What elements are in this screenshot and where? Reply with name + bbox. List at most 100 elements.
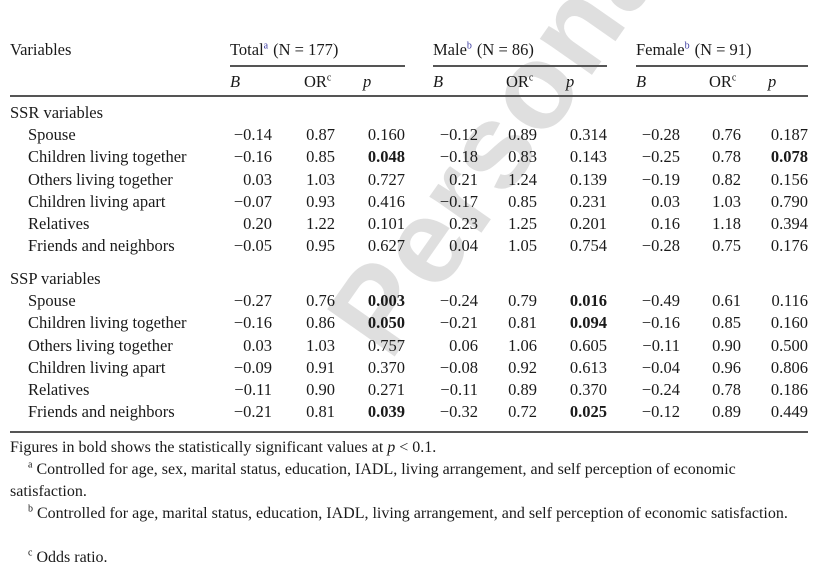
- group-rule: [433, 65, 607, 67]
- column-header-b: B: [636, 72, 647, 91]
- table-cell: 0.370: [367, 357, 405, 377]
- table-cell: 1.03: [306, 335, 335, 355]
- table-cell: 0.89: [712, 402, 741, 422]
- table-cell: 1.24: [508, 169, 537, 189]
- table-cell: 0.416: [367, 191, 405, 211]
- table-cell: 0.757: [367, 335, 405, 355]
- row-label: Friends and neighbors: [28, 402, 175, 422]
- row-label: Spouse: [28, 125, 76, 145]
- header-variables: Variables: [10, 40, 72, 59]
- section-title: SSP variables: [10, 269, 101, 288]
- table-cell: −0.12: [439, 125, 478, 145]
- table-cell: 0.89: [508, 125, 537, 145]
- table-cell: 0.76: [306, 291, 335, 311]
- column-header-p: p: [566, 72, 575, 91]
- footnote-c: c Odds ratio.: [28, 547, 108, 566]
- table-cell: 0.04: [449, 236, 478, 256]
- footnote-b: b Controlled for age, marital status, ed…: [28, 503, 788, 522]
- table-cell: −0.27: [233, 291, 272, 311]
- table-cell: 1.18: [712, 214, 741, 233]
- table-cell: −0.11: [642, 335, 680, 355]
- table-cell: 0.81: [306, 402, 335, 422]
- group-rule: [230, 65, 405, 67]
- column-header-or: ORc: [506, 72, 534, 91]
- table-cell: 0.83: [508, 147, 537, 167]
- table-cell: 0.016: [569, 291, 607, 311]
- table-cell: 0.139: [569, 169, 607, 189]
- table-cell: 0.231: [569, 191, 607, 211]
- table-cell: 0.449: [770, 402, 808, 422]
- table-cell: −0.09: [233, 357, 272, 377]
- table-cell: 0.201: [569, 214, 607, 233]
- table-cell: −0.28: [641, 236, 680, 256]
- table-cell: 0.039: [367, 402, 405, 422]
- table-cell: 0.16: [651, 214, 680, 233]
- group-header: Maleb (N = 86): [433, 40, 534, 59]
- table-cell: 0.21: [449, 169, 478, 189]
- table-cell: 0.271: [367, 380, 405, 399]
- table-cell: −0.11: [440, 380, 478, 399]
- group-header: Femaleb (N = 91): [636, 40, 752, 59]
- table-cell: 0.90: [306, 380, 335, 399]
- table-cell: 0.187: [770, 125, 808, 145]
- table-cell: 1.06: [508, 335, 537, 355]
- column-header-or: ORc: [709, 72, 737, 91]
- table-cell: 0.160: [367, 125, 405, 145]
- table-cell: −0.14: [233, 125, 272, 145]
- table-cell: −0.28: [641, 125, 680, 145]
- table-cell: −0.21: [439, 313, 478, 333]
- table-cell: 0.03: [243, 335, 272, 355]
- row-label: Children living together: [28, 147, 187, 167]
- header-rule: [10, 95, 808, 97]
- table-cell: 0.160: [770, 313, 808, 333]
- row-label: Children living together: [28, 313, 187, 333]
- table-cell: 0.85: [306, 147, 335, 167]
- table-cell: 0.03: [651, 191, 680, 211]
- table-cell: −0.11: [234, 380, 272, 399]
- table-cell: 0.96: [712, 357, 741, 377]
- table-cell: −0.24: [641, 380, 680, 399]
- table-cell: 0.094: [569, 313, 607, 333]
- table-cell: 0.727: [367, 169, 405, 189]
- table-cell: 0.76: [712, 125, 741, 145]
- table-cell: 0.186: [770, 380, 808, 399]
- table-cell: −0.25: [641, 147, 680, 167]
- table-cell: 0.003: [367, 291, 405, 311]
- table-cell: 0.048: [367, 147, 405, 167]
- row-label: Relatives: [28, 380, 90, 399]
- table-cell: 0.20: [243, 214, 272, 233]
- group-header: Totala (N = 177): [230, 40, 339, 59]
- table-cell: 0.89: [508, 380, 537, 399]
- table-cell: 0.06: [449, 335, 478, 355]
- footnote-bold: Figures in bold shows the statistically …: [10, 439, 437, 456]
- row-label: Friends and neighbors: [28, 236, 175, 256]
- table-cell: 0.23: [449, 214, 478, 233]
- table-cell: −0.08: [439, 357, 478, 377]
- table-cell: 0.176: [770, 236, 808, 256]
- table-cell: 0.370: [569, 380, 607, 399]
- row-label: Spouse: [28, 291, 76, 311]
- table-cell: 0.025: [569, 402, 607, 422]
- table-cell: 0.116: [771, 291, 808, 311]
- table-cell: −0.16: [233, 313, 272, 333]
- section-title: SSR variables: [10, 103, 104, 122]
- table-cell: −0.49: [641, 291, 680, 311]
- table-cell: 0.754: [569, 236, 607, 256]
- table-cell: 1.03: [306, 169, 335, 189]
- table-cell: −0.19: [641, 169, 680, 189]
- table-cell: 1.22: [306, 214, 335, 233]
- table-cell: 0.605: [569, 335, 607, 355]
- bottom-rule: [10, 431, 808, 433]
- table-cell: −0.18: [439, 147, 478, 167]
- table-cell: 0.86: [306, 313, 335, 333]
- table-cell: 0.92: [508, 357, 537, 377]
- table-cell: −0.24: [439, 291, 478, 311]
- table-cell: 0.72: [508, 402, 537, 422]
- column-header-p: p: [768, 72, 777, 91]
- table-cell: 0.050: [367, 313, 405, 333]
- row-label: Others living together: [28, 169, 173, 189]
- table-cell: 1.25: [508, 214, 537, 233]
- row-label: Others living together: [28, 335, 173, 355]
- footnote-a: a Controlled for age, sex, marital statu…: [10, 459, 736, 500]
- table-cell: −0.16: [641, 313, 680, 333]
